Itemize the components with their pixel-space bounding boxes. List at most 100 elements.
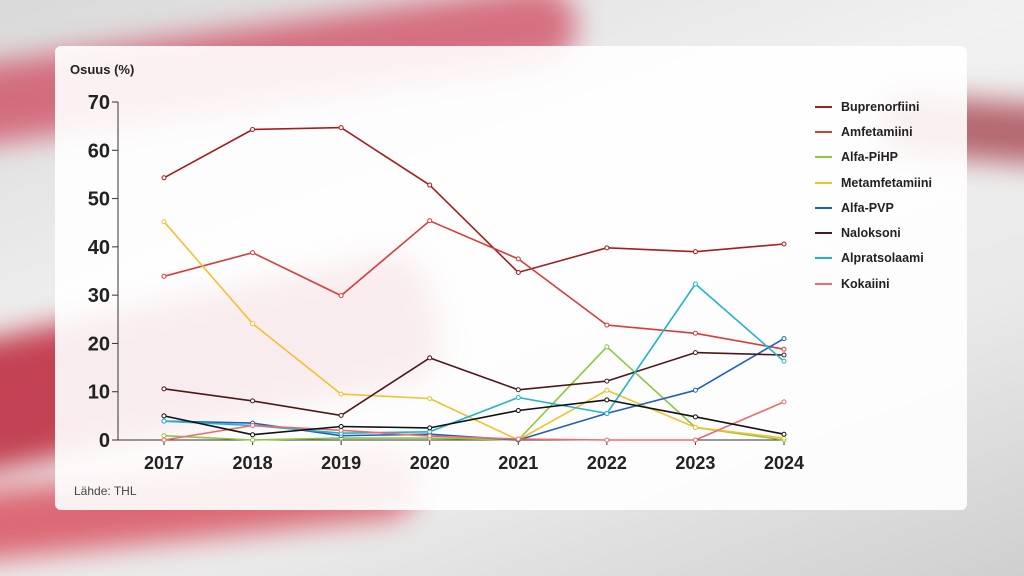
data-point: [604, 397, 610, 403]
data-point: [427, 355, 433, 361]
data-point: [161, 219, 167, 225]
data-point: [250, 432, 256, 438]
data-point: [515, 395, 521, 401]
legend-swatch: [815, 105, 832, 108]
x-tick-label: 2022: [587, 453, 627, 473]
y-axis-title: Osuus (%): [70, 62, 135, 77]
legend-swatch: [815, 206, 832, 209]
data-point: [515, 387, 521, 393]
legend-item: Naloksoni: [815, 220, 932, 245]
y-tick-label: 20: [88, 333, 110, 355]
legend-label: Kokaiini: [841, 276, 890, 291]
data-point: [161, 413, 167, 419]
legend-item: Alfa-PVP: [815, 195, 932, 220]
legend-swatch: [815, 232, 832, 235]
series-line-alpratsolaami: [163, 283, 785, 435]
data-point: [161, 418, 167, 424]
data-point: [604, 245, 610, 251]
data-point: [250, 321, 256, 327]
data-point: [427, 433, 433, 439]
series-line-kokaiini: [163, 401, 785, 441]
y-tick-label: 40: [88, 237, 110, 259]
legend-label: Alfa-PVP: [841, 200, 894, 215]
x-tick-label: 2019: [321, 453, 361, 473]
data-point: [604, 437, 610, 443]
legend-swatch: [815, 282, 832, 285]
data-point: [427, 425, 433, 431]
data-point: [781, 352, 787, 358]
legend-swatch: [815, 257, 832, 260]
legend-item: Metamfetamiini: [815, 170, 932, 195]
data-point: [692, 330, 698, 336]
data-point: [604, 387, 610, 393]
legend-label: Alpratsolaami: [841, 251, 924, 266]
x-tick-label: 2017: [144, 453, 184, 473]
data-point: [781, 241, 787, 247]
legend-swatch: [815, 181, 832, 184]
y-tick-label: 10: [88, 382, 110, 404]
data-point: [781, 346, 787, 352]
data-point: [338, 412, 344, 418]
data-point: [427, 218, 433, 224]
y-tick-label: 30: [88, 285, 110, 307]
data-point: [692, 424, 698, 430]
series-line-amfetamiini: [163, 220, 785, 350]
data-point: [250, 398, 256, 404]
x-tick-label: 2021: [498, 453, 538, 473]
data-point: [250, 250, 256, 256]
data-point: [515, 256, 521, 262]
y-tick-label: 60: [88, 140, 110, 162]
legend-swatch: [815, 130, 832, 133]
data-point: [161, 175, 167, 181]
y-tick-label: 0: [99, 430, 110, 452]
x-tick-label: 2020: [410, 453, 450, 473]
y-tick-label: 70: [88, 92, 110, 114]
legend-label: Metamfetamiini: [841, 175, 932, 190]
legend-label: Buprenorfiini: [841, 99, 920, 114]
data-point: [250, 437, 256, 443]
source-note: Lähde: THL: [74, 484, 137, 498]
x-tick-label: 2018: [233, 453, 273, 473]
legend-item: Alfa-PiHP: [815, 145, 932, 170]
data-point: [250, 127, 256, 133]
data-point: [515, 269, 521, 275]
legend-item: Buprenorfiini: [815, 94, 932, 119]
legend-label: Naloksoni: [841, 226, 901, 241]
data-point: [161, 273, 167, 279]
legend-item: Kokaiini: [815, 271, 932, 296]
data-point: [338, 391, 344, 397]
data-point: [692, 437, 698, 443]
data-point: [692, 281, 698, 287]
data-point: [515, 436, 521, 442]
data-point: [161, 433, 167, 439]
data-point: [427, 182, 433, 188]
data-point: [338, 423, 344, 429]
data-point: [427, 395, 433, 401]
x-tick-label: 2024: [764, 453, 804, 473]
series-line-buprenorfiini: [163, 126, 785, 274]
data-point: [338, 293, 344, 299]
data-point: [515, 408, 521, 414]
data-point: [250, 423, 256, 429]
data-point: [692, 387, 698, 393]
chart-legend: Buprenorfiini Amfetamiini Alfa-PiHP Metamfe…: [815, 94, 932, 296]
data-point: [604, 322, 610, 328]
data-point: [604, 378, 610, 384]
legend-item: Amfetamiini: [815, 119, 932, 144]
data-point: [692, 350, 698, 356]
legend-swatch: [815, 156, 832, 159]
data-point: [781, 336, 787, 342]
legend-item: Alpratsolaami: [815, 246, 932, 271]
data-point: [161, 437, 167, 443]
data-point: [781, 399, 787, 405]
data-point: [692, 414, 698, 420]
series-line-unlabeled: [163, 399, 785, 436]
x-tick-label: 2023: [675, 453, 715, 473]
legend-label: Amfetamiini: [841, 124, 913, 139]
data-point: [604, 410, 610, 416]
data-point: [338, 125, 344, 131]
y-tick-label: 50: [88, 189, 110, 211]
data-point: [692, 249, 698, 255]
series-line-naloksoni: [163, 351, 785, 417]
